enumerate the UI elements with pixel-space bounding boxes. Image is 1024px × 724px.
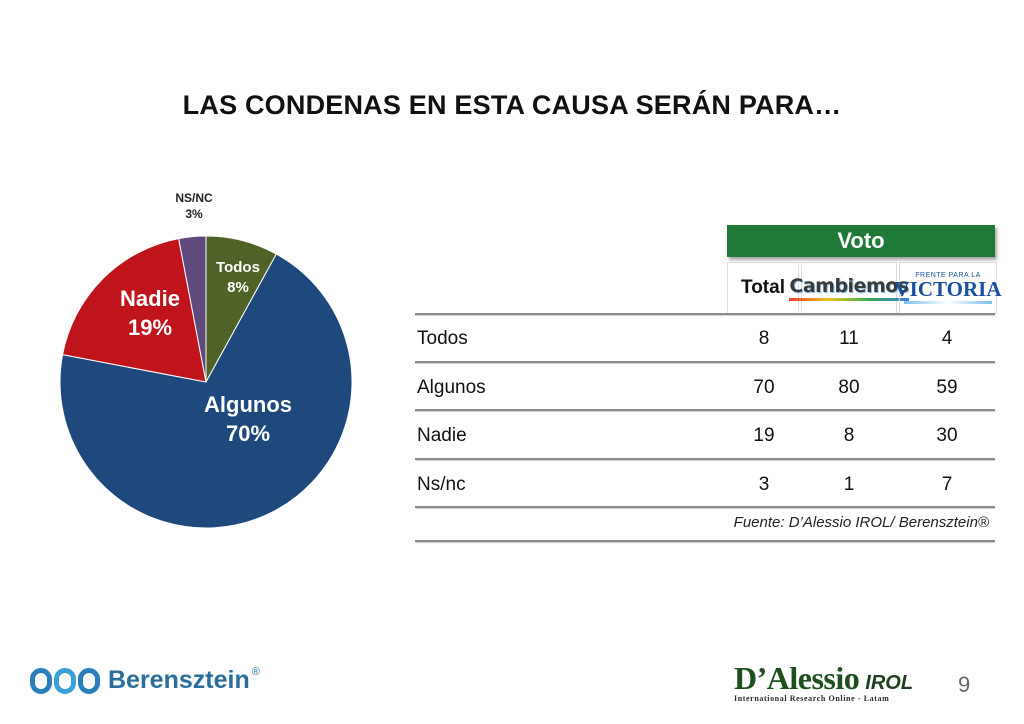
logo-ring: [78, 667, 100, 694]
table-rule: [415, 313, 995, 315]
cell-total: 70: [753, 377, 775, 398]
cell-total: 19: [753, 425, 775, 446]
dalessio-tagline: International Research Online - Latam: [734, 694, 890, 703]
table-row: Todos 8 11 4: [415, 317, 995, 361]
row-label: Ns/nc: [417, 474, 466, 495]
column-header-total: Total: [727, 262, 799, 314]
frente-para-la-victoria-logo: FRENTE PARA LA VICTORIA: [894, 272, 1002, 304]
page-number: 9: [958, 672, 971, 697]
row-label: Nadie: [417, 425, 467, 446]
table-rule: [415, 361, 995, 363]
table-row: Ns/nc 3 1 7: [415, 463, 995, 507]
column-header-cambiemos: Cambiemos: [789, 262, 909, 314]
table-rule: [415, 409, 995, 411]
cell-fpv: 59: [936, 377, 958, 398]
pie-label-nadie: Nadie 19%: [120, 286, 180, 340]
table-row: Nadie 19 8 30: [415, 414, 995, 458]
dalessio-irol-logo: D’Alessio IROL International Research On…: [734, 660, 924, 703]
registered-mark: ®: [251, 666, 260, 678]
cell-fpv: 4: [941, 328, 953, 349]
cell-cambiemos: 8: [843, 425, 855, 446]
column-header-fpv: FRENTE PARA LA VICTORIA: [895, 262, 1001, 314]
cell-cambiemos: 1: [843, 474, 855, 495]
berensztein-logo: Berensztein ®: [30, 666, 260, 695]
pie-slice-nadie: [62, 238, 207, 383]
logo-ring: [54, 667, 76, 694]
cambiemos-logo: Cambiemos: [789, 275, 909, 301]
irol-name: IROL: [865, 672, 914, 694]
pie-slice-algunos: [59, 253, 353, 529]
cell-total: 3: [758, 474, 770, 495]
table-row: Algunos 70 80 59: [415, 366, 995, 410]
cell-fpv: 7: [941, 474, 953, 495]
pie-label-ns-nc: NS/NC 3%: [175, 191, 213, 221]
table-rule: [415, 540, 995, 542]
fpv-logo-stripe: [904, 301, 992, 304]
fpv-logo-big-text: VICTORIA: [894, 277, 1002, 301]
logo-ring: [30, 667, 52, 694]
fpv-logo-small-text: FRENTE PARA LA: [915, 272, 981, 279]
source-note: Fuente: D’Alessio IROL/ Berensztein®: [733, 514, 989, 531]
cell-cambiemos: 11: [839, 328, 859, 349]
cell-total: 8: [758, 328, 770, 349]
row-label: Todos: [417, 328, 468, 349]
slide-title: LAS CONDENAS EN ESTA CAUSA SERÁN PARA…: [182, 90, 842, 120]
row-label: Algunos: [417, 377, 486, 398]
vote-group-header: Voto: [727, 225, 995, 257]
table-rule: [415, 506, 995, 508]
cell-fpv: 30: [936, 425, 958, 446]
cell-cambiemos: 80: [838, 377, 860, 398]
pie-label-algunos: Algunos 70%: [204, 392, 292, 446]
pie-slice-ns-nc: [178, 235, 207, 383]
berensztein-name: Berensztein: [108, 666, 250, 694]
berensztein-mark-icon: [30, 667, 100, 694]
pie-chart: Todos 8% Algunos 70% Nadie 19% NS/NC 3%: [59, 191, 353, 529]
dalessio-name: D’Alessio: [734, 660, 860, 696]
table-rule: [415, 458, 995, 460]
pie-label-todos: Todos 8%: [216, 259, 260, 296]
